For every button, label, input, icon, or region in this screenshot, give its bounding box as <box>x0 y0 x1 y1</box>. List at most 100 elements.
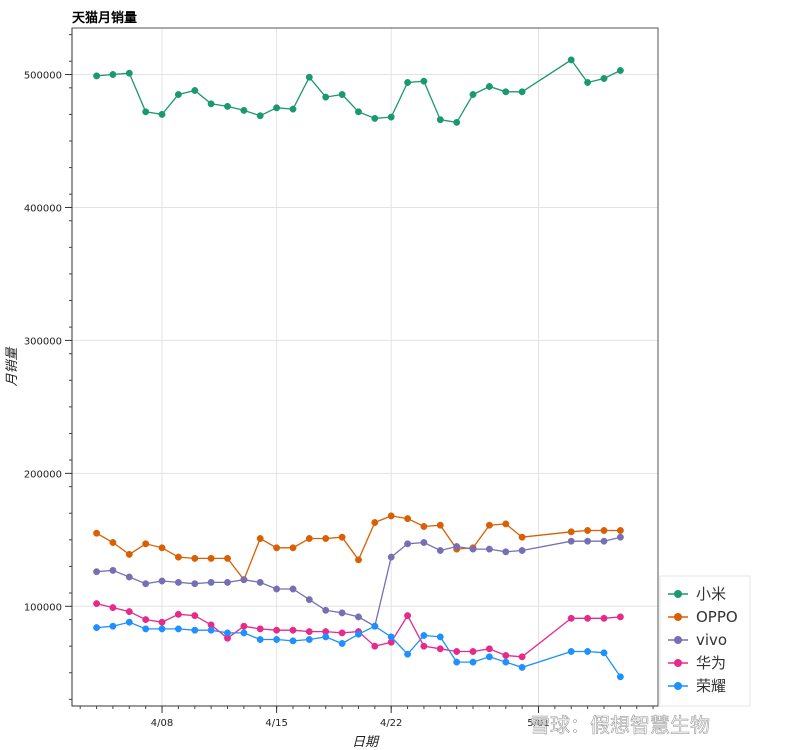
legend-item[interactable]: vivo <box>668 631 727 649</box>
data-point <box>518 653 526 661</box>
data-point <box>158 625 166 633</box>
data-point <box>289 637 297 645</box>
data-point <box>191 612 199 620</box>
legend-item[interactable]: OPPO <box>668 608 738 626</box>
data-point <box>191 580 199 588</box>
data-point <box>518 88 526 96</box>
x-tick-label: 5/01 <box>527 718 549 729</box>
data-point <box>616 533 624 541</box>
data-point <box>453 648 461 655</box>
data-point <box>158 577 166 585</box>
series-0 <box>93 56 624 126</box>
data-point <box>207 100 215 108</box>
data-point <box>125 608 133 616</box>
data-point <box>436 521 444 529</box>
data-point <box>355 630 362 638</box>
data-point <box>191 554 199 562</box>
data-point <box>142 540 150 548</box>
data-point <box>616 527 624 534</box>
data-point <box>158 110 166 118</box>
data-point <box>109 622 117 630</box>
data-point <box>142 580 150 588</box>
legend-label: 小米 <box>696 585 726 603</box>
x-axis: 4/08 4/15 4/22 5/01 <box>72 705 658 729</box>
data-point <box>567 528 575 536</box>
data-point <box>224 578 231 586</box>
series-3 <box>93 600 624 661</box>
series-1 <box>93 512 624 584</box>
data-point <box>305 596 313 604</box>
data-point <box>485 645 493 653</box>
y-tick-label: 300000 <box>24 336 62 347</box>
data-point <box>502 520 510 528</box>
data-point <box>93 529 101 537</box>
y-tick-label: 100000 <box>24 602 62 613</box>
legend-swatch-marker <box>674 613 682 621</box>
data-point <box>355 556 362 564</box>
data-point <box>256 578 264 586</box>
data-point <box>207 578 215 586</box>
data-point <box>420 539 428 546</box>
data-point <box>109 539 117 546</box>
data-point <box>371 114 379 122</box>
data-point <box>273 544 281 552</box>
data-point <box>338 533 346 541</box>
data-point <box>567 648 575 655</box>
data-point <box>518 533 526 541</box>
data-point <box>420 632 428 639</box>
x-tick-label: 4/15 <box>265 718 287 729</box>
data-point <box>420 523 428 530</box>
data-point <box>404 515 412 523</box>
data-point <box>289 544 297 552</box>
chart-title: 天猫月销量 <box>72 10 137 26</box>
legend-item[interactable]: 华为 <box>668 654 726 672</box>
data-point <box>453 118 461 126</box>
data-point <box>256 112 264 120</box>
data-point <box>93 568 101 576</box>
data-point <box>567 537 575 545</box>
data-point <box>142 108 150 116</box>
data-point <box>485 521 493 529</box>
data-point <box>436 547 444 554</box>
data-point <box>616 613 624 621</box>
data-point <box>485 83 493 90</box>
legend-item[interactable]: 小米 <box>668 585 726 603</box>
y-tick-label: 400000 <box>24 203 62 214</box>
data-point <box>485 653 493 661</box>
y-tick-label: 200000 <box>24 469 62 480</box>
data-point <box>305 628 313 636</box>
data-point <box>191 626 199 634</box>
data-point <box>224 629 231 637</box>
data-point <box>240 576 248 584</box>
data-point <box>453 543 461 550</box>
data-point <box>600 649 608 657</box>
data-point <box>600 614 608 622</box>
data-point <box>142 625 150 633</box>
data-point <box>109 71 117 78</box>
data-point <box>502 88 510 96</box>
data-point <box>224 554 231 562</box>
legend-swatch-marker <box>674 659 682 667</box>
data-point <box>174 625 182 633</box>
data-point <box>289 585 297 593</box>
data-point <box>322 535 330 542</box>
data-point <box>387 553 395 561</box>
data-point <box>502 548 510 556</box>
data-point <box>305 636 313 643</box>
legend-label: OPPO <box>696 608 738 626</box>
legend-swatch-marker <box>674 590 682 598</box>
data-point <box>355 108 362 116</box>
data-point <box>338 629 346 637</box>
data-point <box>469 91 477 98</box>
legend-item[interactable]: 荣耀 <box>668 677 726 695</box>
data-point <box>371 622 379 630</box>
data-point <box>502 658 510 666</box>
data-point <box>616 67 624 74</box>
data-point <box>289 626 297 634</box>
data-point <box>584 648 592 655</box>
data-point <box>191 87 199 94</box>
data-point <box>256 625 264 633</box>
series-4 <box>93 618 624 681</box>
